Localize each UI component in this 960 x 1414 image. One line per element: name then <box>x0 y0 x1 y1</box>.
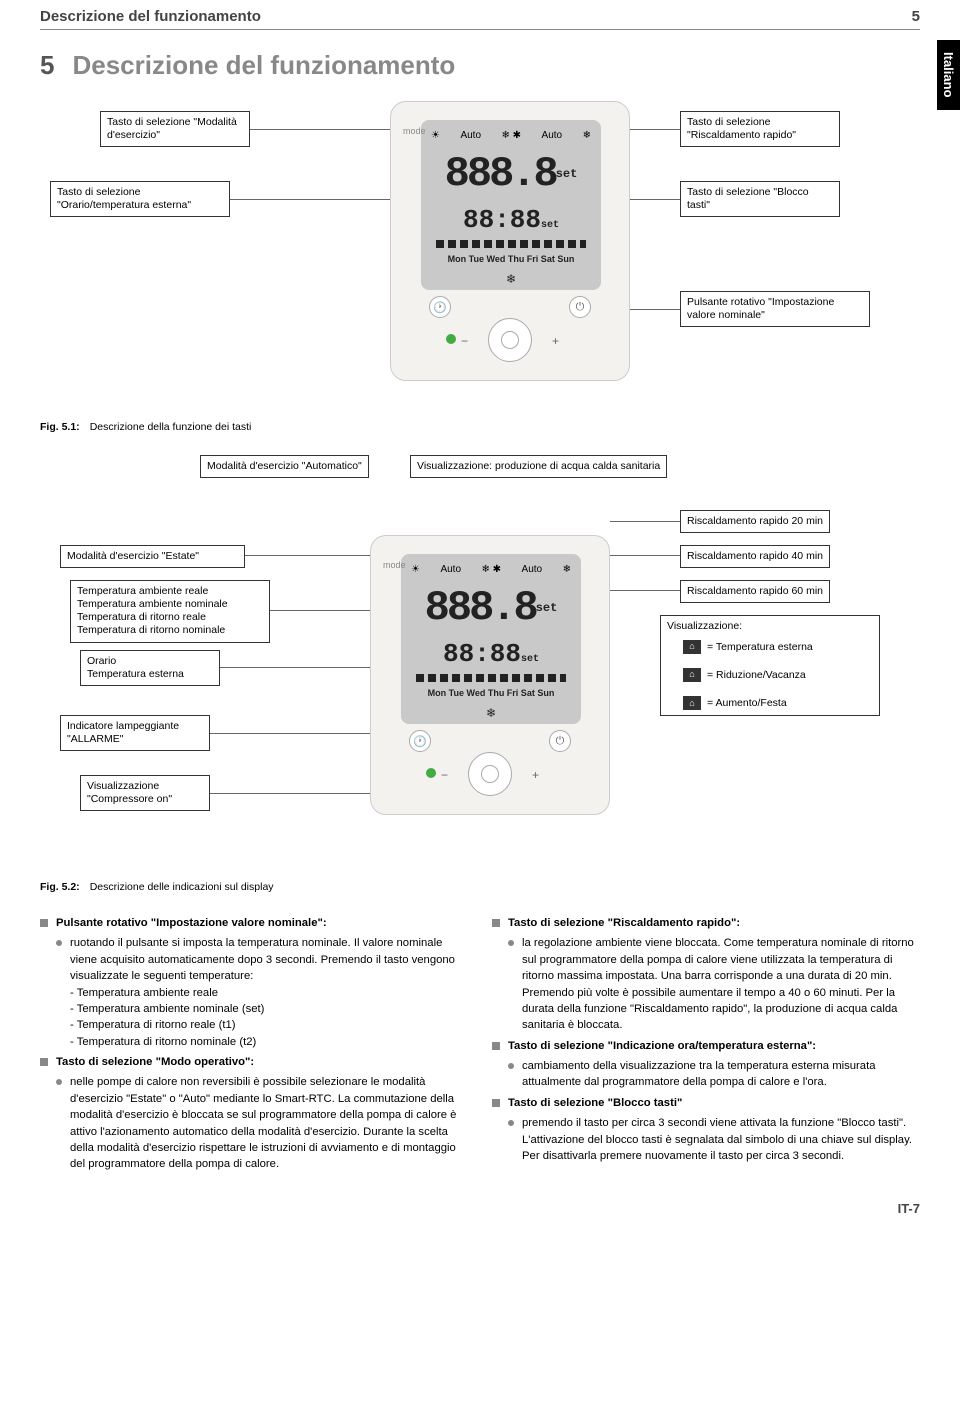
bullet-icon <box>492 919 500 927</box>
language-tab: Italiano <box>937 40 960 110</box>
section-title: Descrizione del funzionamento <box>72 50 455 81</box>
clock-icon: 🕐 <box>429 296 451 318</box>
label-alarm: Indicatore lampeggiante "ALLARME" <box>60 715 210 751</box>
lead-line <box>630 199 680 200</box>
label-rapid60: Riscaldamento rapido 60 min <box>680 580 830 603</box>
header-pagenum: 5 <box>912 8 920 25</box>
boost-icon: ⌂ <box>683 696 701 710</box>
device-illustration-2: ☀Auto❄ ✱Auto❄ 888.8set 88:88set Mon Tue … <box>370 535 610 815</box>
label-summer-mode: Modalità d'esercizio "Estate" <box>60 545 245 568</box>
left-column: Pulsante rotativo "Impostazione valore n… <box>40 915 468 1177</box>
label-compressor: Visualizzazione "Compressore on" <box>80 775 210 811</box>
reduction-icon: ⌂ <box>683 668 701 682</box>
dot-icon <box>508 1120 514 1126</box>
fig-5-2-caption: Fig. 5.2:Descrizione delle indicazioni s… <box>40 881 920 893</box>
rotary-knob <box>488 318 532 362</box>
device-screen: ☀Auto❄ ✱Auto❄ 888.8set 88:88set Mon Tue … <box>421 120 601 290</box>
fig-5-1-caption: Fig. 5.1:Descrizione della funzione dei … <box>40 421 920 433</box>
right-column: Tasto di selezione "Riscaldamento rapido… <box>492 915 920 1177</box>
dot-icon <box>56 1079 62 1085</box>
body-text: Pulsante rotativo "Impostazione valore n… <box>40 915 920 1177</box>
section-heading: 5 Descrizione del funzionamento <box>40 50 920 81</box>
label-keylock: Tasto di selezione "Blocco tasti" <box>680 181 840 217</box>
lead-line <box>230 199 390 200</box>
device-illustration: ☀Auto❄ ✱Auto❄ 888.8set 88:88set Mon Tue … <box>390 101 630 381</box>
label-rapid-heat: Tasto di selezione "Riscaldamento rapido… <box>680 111 840 147</box>
label-rotary: Pulsante rotativo "Impostazione valore n… <box>680 291 870 327</box>
label-time-temp: Tasto di selezione "Orario/temperatura e… <box>50 181 230 217</box>
section-number: 5 <box>40 50 54 81</box>
label-temperatures: Temperatura ambiente reale Temperatura a… <box>70 580 270 643</box>
dot-icon <box>508 1063 514 1069</box>
bullet-icon <box>40 1058 48 1066</box>
lead-line <box>630 309 680 310</box>
led-icon <box>446 334 456 344</box>
bullet-icon <box>492 1099 500 1107</box>
dot-icon <box>56 940 62 946</box>
page-header: Descrizione del funzionamento 5 <box>40 0 920 30</box>
label-dhw: Visualizzazione: produzione di acqua cal… <box>410 455 667 478</box>
bullet-icon <box>40 919 48 927</box>
lead-line <box>630 129 680 130</box>
power-icon: ⏻ <box>569 296 591 318</box>
dot-icon <box>508 940 514 946</box>
label-time-ext: Orario Temperatura esterna <box>80 650 220 686</box>
lead-line <box>250 129 390 130</box>
bullet-icon <box>492 1042 500 1050</box>
label-visualizzazione: Visualizzazione: ⌂= Temperatura esterna … <box>660 615 880 716</box>
footer-page: IT-7 <box>40 1201 920 1216</box>
label-mode: Tasto di selezione "Modalità d'esercizio… <box>100 111 250 147</box>
house-icon: ⌂ <box>683 640 701 654</box>
header-title: Descrizione del funzionamento <box>40 8 261 25</box>
figure-5-1: Tasto di selezione "Modalità d'esercizio… <box>40 101 920 411</box>
label-rapid20: Riscaldamento rapido 20 min <box>680 510 830 533</box>
figure-5-2: Modalità d'esercizio "Automatico" Visual… <box>40 455 920 875</box>
label-auto-mode: Modalità d'esercizio "Automatico" <box>200 455 369 478</box>
label-rapid40: Riscaldamento rapido 40 min <box>680 545 830 568</box>
